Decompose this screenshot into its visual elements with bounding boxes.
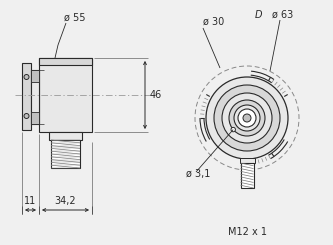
Text: 34,2: 34,2 xyxy=(55,196,76,206)
Bar xyxy=(39,58,92,132)
Text: ø 55: ø 55 xyxy=(64,13,86,23)
Bar xyxy=(240,163,253,188)
Circle shape xyxy=(206,77,288,159)
Circle shape xyxy=(231,127,235,132)
Text: ø 3,1: ø 3,1 xyxy=(186,169,210,179)
Bar xyxy=(39,58,92,65)
Circle shape xyxy=(234,105,260,131)
Circle shape xyxy=(229,100,265,136)
Circle shape xyxy=(243,114,251,122)
Bar xyxy=(31,112,39,124)
Text: ø 63: ø 63 xyxy=(272,10,293,20)
Text: ø 30: ø 30 xyxy=(203,17,224,27)
Circle shape xyxy=(222,93,272,143)
Circle shape xyxy=(24,74,29,79)
Text: M12 x 1: M12 x 1 xyxy=(227,227,266,237)
Bar xyxy=(22,63,31,130)
Circle shape xyxy=(238,109,256,127)
Bar xyxy=(31,70,39,124)
Bar xyxy=(31,70,39,82)
Text: 11: 11 xyxy=(24,196,37,206)
Circle shape xyxy=(214,85,280,151)
Bar xyxy=(51,140,80,168)
Bar xyxy=(239,158,254,163)
Bar xyxy=(49,132,82,140)
Circle shape xyxy=(24,113,29,119)
Text: 46: 46 xyxy=(150,90,162,100)
Text: D: D xyxy=(254,10,262,20)
